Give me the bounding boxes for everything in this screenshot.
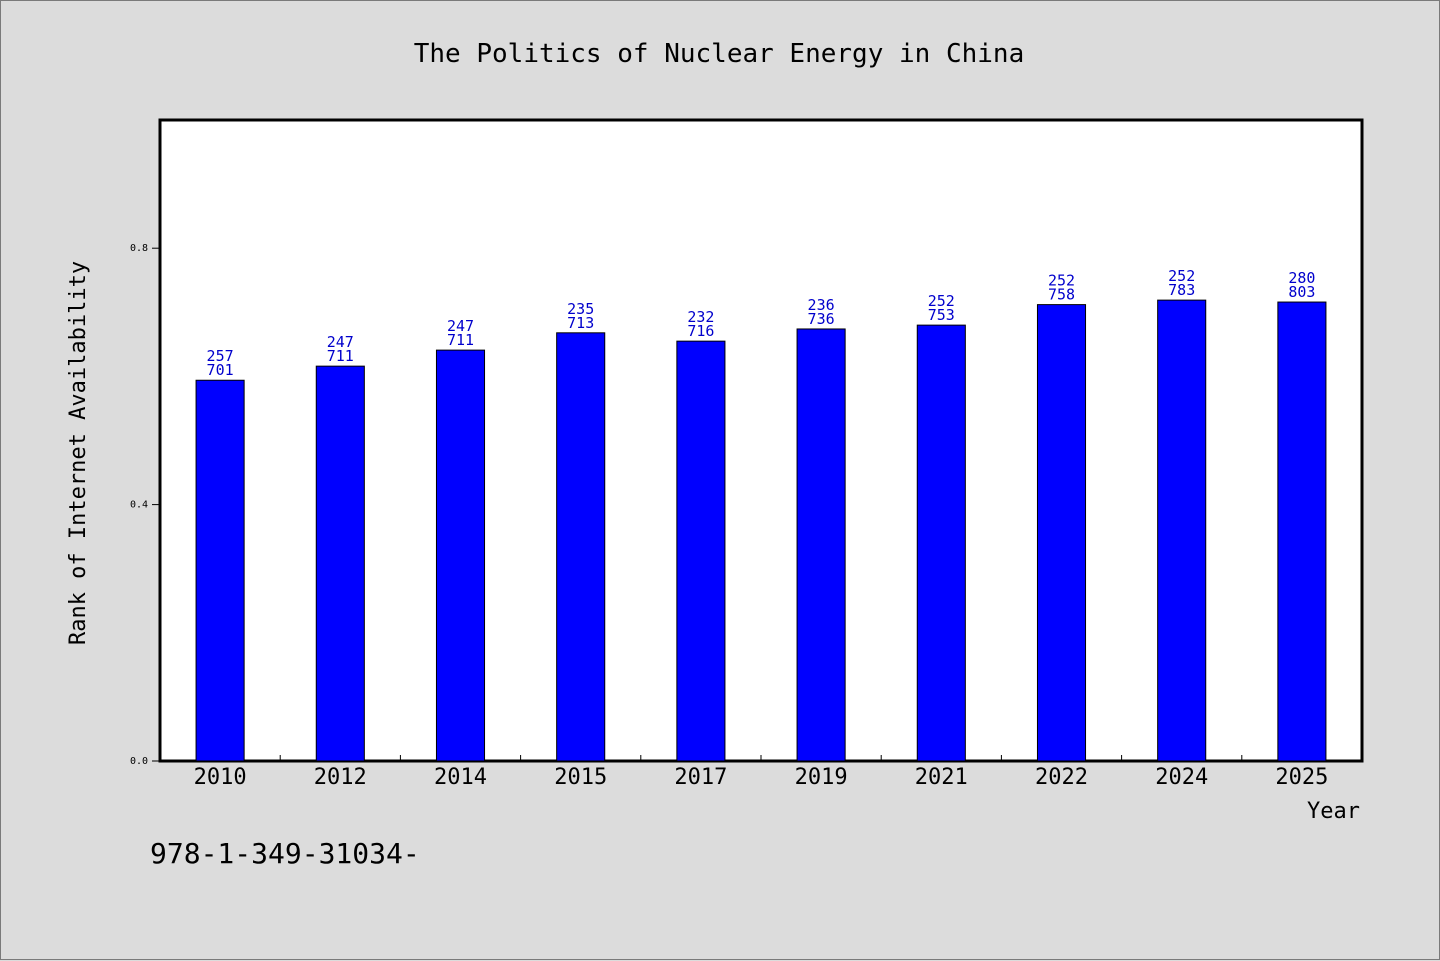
- x-category-label: 2014: [434, 765, 487, 790]
- x-category-label: 2010: [194, 765, 247, 790]
- bar-data-label: 713: [567, 314, 594, 332]
- bar: [796, 328, 846, 762]
- x-category-label: 2015: [554, 765, 607, 790]
- y-axis-label: Rank of Internet Availability: [66, 261, 91, 645]
- y-tick-label: 0.0: [130, 756, 148, 767]
- bar: [676, 340, 726, 762]
- bar-data-label: 753: [928, 306, 955, 324]
- bar-data-label: 280: [1288, 269, 1315, 287]
- bar-data-label: 247: [327, 333, 354, 351]
- bar-data-label: 252: [1168, 267, 1195, 285]
- bar-series: [195, 299, 1327, 762]
- x-category-label: 2021: [915, 765, 968, 790]
- footer-note: 978-1-349-31034-: [150, 837, 420, 870]
- x-axis-ticks: [279, 755, 1243, 761]
- bar-data-label: 716: [687, 322, 714, 340]
- x-category-label: 2022: [1035, 765, 1088, 790]
- x-category-label: 2019: [795, 765, 848, 790]
- x-category-label: 2025: [1275, 765, 1328, 790]
- bar-data-label: 232: [687, 308, 714, 326]
- bar: [916, 324, 966, 762]
- bar-data-label: 758: [1048, 286, 1075, 304]
- bar-data-label: 711: [447, 331, 474, 349]
- bar-data-label: 803: [1288, 283, 1315, 301]
- bar: [1157, 299, 1207, 762]
- y-tick-label: 0.8: [130, 243, 148, 254]
- bar: [1277, 301, 1327, 762]
- bar-data-label: 736: [808, 310, 835, 328]
- chart-title: The Politics of Nuclear Energy in China: [414, 39, 1024, 69]
- bar-data-label: 235: [567, 300, 594, 318]
- bar: [1036, 304, 1087, 762]
- bar: [435, 349, 486, 762]
- x-axis-categories: 2010 2012 2014 2015 2017 2019 2021 2022 2024 2025: [194, 765, 1329, 790]
- x-category-label: 2024: [1155, 765, 1208, 790]
- y-tick-label: 0.4: [130, 500, 148, 511]
- x-axis-label: Year: [1307, 799, 1360, 824]
- bar-data-label: 252: [1048, 272, 1075, 290]
- x-category-label: 2012: [314, 765, 367, 790]
- bar-data-label: 257: [207, 347, 234, 365]
- bar: [556, 332, 606, 762]
- bar-data-label: 701: [207, 361, 234, 379]
- y-axis-ticks: 0.0 0.4 0.8: [130, 243, 160, 767]
- bar-data-label: 236: [808, 296, 835, 314]
- bar-data-label: 711: [327, 347, 354, 365]
- bar-data-label: 247: [447, 317, 474, 335]
- x-category-label: 2017: [674, 765, 727, 790]
- bar: [195, 379, 245, 762]
- bar-data-label: 783: [1168, 281, 1195, 299]
- bar: [315, 365, 365, 762]
- bar-data-label: 252: [928, 292, 955, 310]
